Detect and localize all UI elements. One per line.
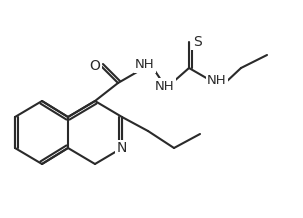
Text: N: N (117, 141, 127, 155)
Text: O: O (90, 59, 100, 73)
Text: NH: NH (155, 80, 175, 92)
Text: NH: NH (207, 73, 227, 87)
Text: NH: NH (135, 58, 155, 72)
Text: S: S (193, 35, 201, 49)
